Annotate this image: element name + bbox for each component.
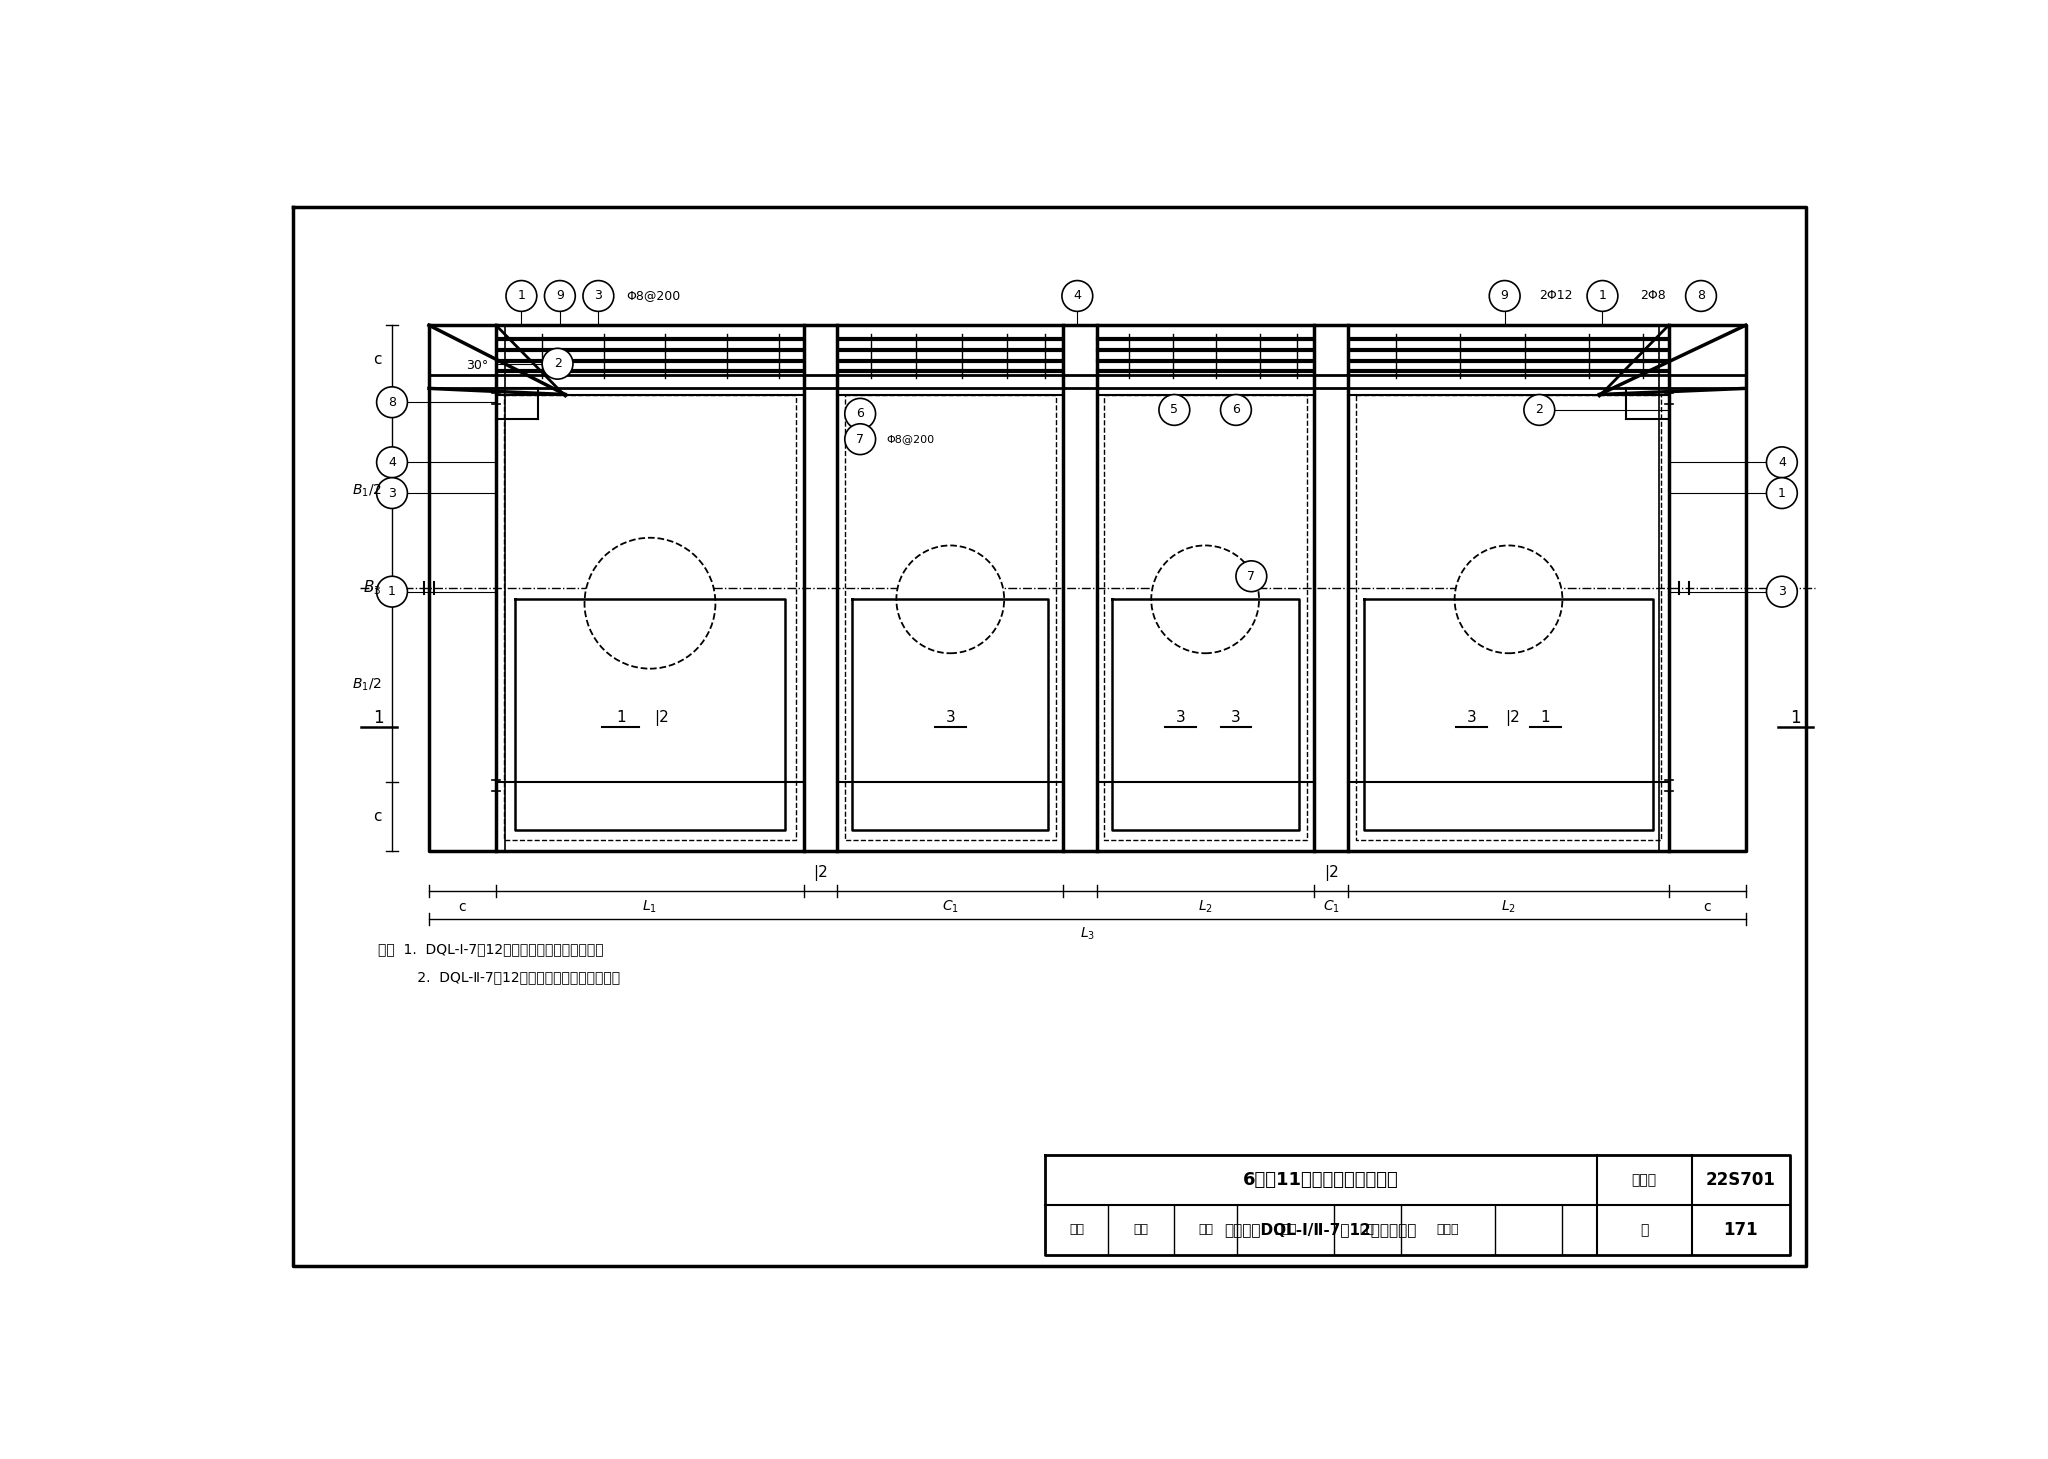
Text: 注：  1.  DQL-Ⅰ-7～12用于无地下水、可过汽车。: 注： 1. DQL-Ⅰ-7～12用于无地下水、可过汽车。 bbox=[379, 943, 604, 956]
Text: 3: 3 bbox=[387, 487, 395, 499]
Text: 4: 4 bbox=[1778, 455, 1786, 468]
Circle shape bbox=[1489, 280, 1520, 311]
Text: 1: 1 bbox=[1778, 487, 1786, 499]
Circle shape bbox=[545, 280, 575, 311]
Text: $L_1$: $L_1$ bbox=[643, 899, 657, 915]
Text: 6: 6 bbox=[1233, 404, 1239, 416]
Circle shape bbox=[1221, 394, 1251, 426]
Text: 3: 3 bbox=[946, 711, 954, 725]
Text: c: c bbox=[373, 808, 381, 824]
Text: 张凯博: 张凯博 bbox=[1436, 1224, 1458, 1236]
Text: 王军: 王军 bbox=[1135, 1224, 1149, 1236]
Circle shape bbox=[1151, 546, 1260, 654]
Text: $B_1$/2: $B_1$/2 bbox=[352, 483, 381, 499]
Text: c: c bbox=[1704, 900, 1710, 913]
Circle shape bbox=[844, 398, 877, 429]
Text: 22S701: 22S701 bbox=[1706, 1172, 1776, 1189]
Text: 校对: 校对 bbox=[1198, 1224, 1212, 1236]
Text: 洪财标: 洪财标 bbox=[1274, 1224, 1296, 1236]
Text: $B_3$: $B_3$ bbox=[362, 578, 381, 597]
Text: c: c bbox=[459, 900, 465, 913]
Text: 4: 4 bbox=[387, 455, 395, 468]
Text: 5: 5 bbox=[1169, 404, 1178, 416]
Circle shape bbox=[377, 477, 408, 509]
Text: 2.  DQL-Ⅱ-7～12用于有地下水、可过汽车。: 2. DQL-Ⅱ-7～12用于有地下水、可过汽车。 bbox=[379, 970, 621, 985]
Text: 图集号: 图集号 bbox=[1632, 1173, 1657, 1188]
Text: 8: 8 bbox=[387, 395, 395, 409]
Text: $L_2$: $L_2$ bbox=[1198, 899, 1212, 915]
Text: 6号～11号化笪池（无覆土）: 6号～11号化笪池（无覆土） bbox=[1243, 1172, 1399, 1189]
Text: 30°: 30° bbox=[465, 359, 487, 372]
Circle shape bbox=[377, 576, 408, 607]
Text: 6: 6 bbox=[856, 407, 864, 420]
Circle shape bbox=[1159, 394, 1190, 426]
Text: 3: 3 bbox=[1176, 711, 1186, 725]
Text: 设计: 设计 bbox=[1360, 1224, 1374, 1236]
Text: 3: 3 bbox=[1778, 585, 1786, 598]
Text: 7: 7 bbox=[1247, 570, 1255, 582]
Text: 页: 页 bbox=[1640, 1223, 1649, 1237]
Text: Φ8@200: Φ8@200 bbox=[627, 289, 680, 302]
Circle shape bbox=[1524, 394, 1554, 426]
Text: 9: 9 bbox=[1501, 289, 1509, 302]
Circle shape bbox=[584, 280, 614, 311]
Circle shape bbox=[1454, 546, 1563, 654]
Circle shape bbox=[844, 423, 877, 455]
Text: 2: 2 bbox=[553, 357, 561, 371]
Circle shape bbox=[377, 446, 408, 477]
Circle shape bbox=[1235, 560, 1268, 592]
Circle shape bbox=[1767, 477, 1798, 509]
Text: $C_1$: $C_1$ bbox=[942, 899, 958, 915]
Text: |2: |2 bbox=[1505, 711, 1520, 727]
Text: 1: 1 bbox=[518, 289, 526, 302]
Text: c: c bbox=[373, 353, 381, 368]
Circle shape bbox=[543, 349, 573, 379]
Text: $C_1$: $C_1$ bbox=[1323, 899, 1339, 915]
Text: 顶部圈梁DQL-Ⅰ/Ⅱ-7～12配筋平面图: 顶部圈梁DQL-Ⅰ/Ⅱ-7～12配筋平面图 bbox=[1225, 1223, 1417, 1237]
Circle shape bbox=[1686, 280, 1716, 311]
Circle shape bbox=[1587, 280, 1618, 311]
Text: 8: 8 bbox=[1698, 289, 1706, 302]
Circle shape bbox=[1767, 576, 1798, 607]
Text: 1: 1 bbox=[1790, 709, 1800, 727]
Text: 3: 3 bbox=[1231, 711, 1241, 725]
Circle shape bbox=[506, 280, 537, 311]
Text: $L_2$: $L_2$ bbox=[1501, 899, 1516, 915]
Circle shape bbox=[584, 538, 715, 668]
Text: |2: |2 bbox=[1325, 865, 1339, 881]
Text: 审核: 审核 bbox=[1069, 1224, 1083, 1236]
Text: 1: 1 bbox=[1540, 711, 1550, 725]
Text: 2Φ12: 2Φ12 bbox=[1540, 289, 1573, 302]
Text: 1: 1 bbox=[1599, 289, 1606, 302]
Text: 1: 1 bbox=[373, 709, 385, 727]
Circle shape bbox=[897, 546, 1004, 654]
Text: $B_1$/2: $B_1$/2 bbox=[352, 677, 381, 693]
Text: 3: 3 bbox=[594, 289, 602, 302]
Text: 4: 4 bbox=[1073, 289, 1081, 302]
Text: 9: 9 bbox=[555, 289, 563, 302]
Text: 3: 3 bbox=[1466, 711, 1477, 725]
Circle shape bbox=[1767, 446, 1798, 477]
Text: 2Φ8: 2Φ8 bbox=[1640, 289, 1667, 302]
Text: 171: 171 bbox=[1722, 1221, 1757, 1239]
Text: 2: 2 bbox=[1536, 404, 1544, 416]
Text: 7: 7 bbox=[856, 433, 864, 445]
Text: 1: 1 bbox=[616, 711, 625, 725]
Text: |2: |2 bbox=[653, 711, 670, 727]
Circle shape bbox=[1063, 280, 1094, 311]
Text: |2: |2 bbox=[813, 865, 827, 881]
Text: $L_3$: $L_3$ bbox=[1079, 926, 1096, 943]
Text: Φ8@200: Φ8@200 bbox=[887, 435, 934, 444]
Text: 1: 1 bbox=[387, 585, 395, 598]
Circle shape bbox=[377, 387, 408, 417]
